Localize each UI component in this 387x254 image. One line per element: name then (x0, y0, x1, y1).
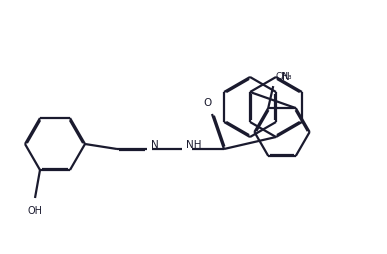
Text: OH: OH (27, 206, 43, 216)
Text: N: N (151, 140, 159, 150)
Text: N: N (282, 72, 290, 82)
Text: NH: NH (186, 140, 202, 150)
Text: O: O (204, 98, 212, 108)
Text: CH₃: CH₃ (275, 72, 292, 81)
